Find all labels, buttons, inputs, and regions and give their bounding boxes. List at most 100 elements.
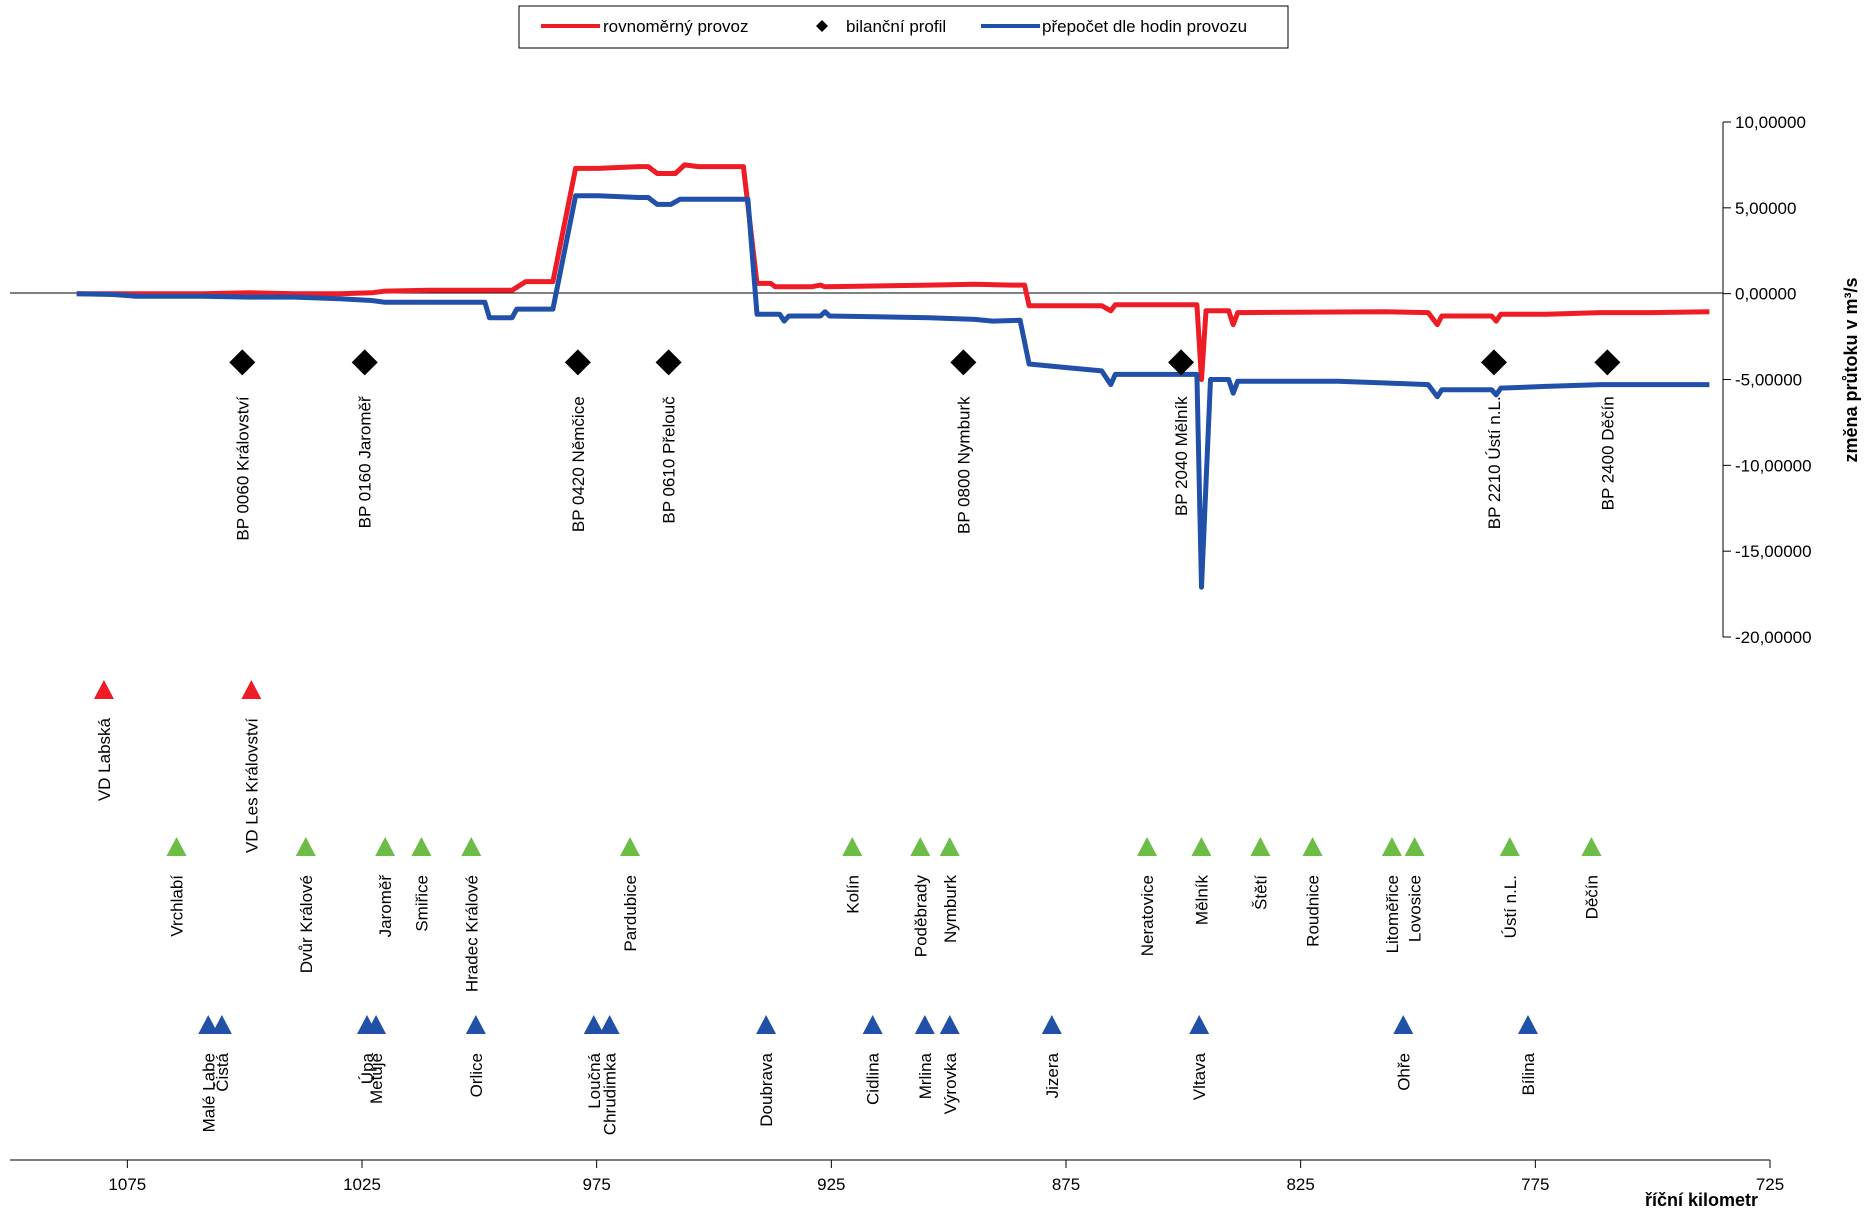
town-label: Smiřice [412, 875, 431, 932]
town-marker [620, 837, 641, 856]
tributary-marker [366, 1015, 387, 1034]
balance-profile-label: BP 0060 Království [233, 396, 252, 541]
tributary-marker [198, 1015, 219, 1034]
town-label: Nymburk [941, 875, 960, 944]
reservoir-label: VD Labská [95, 717, 114, 801]
tributary-marker [1393, 1015, 1414, 1034]
town-label: Litoměřice [1383, 875, 1402, 953]
balance-profile-marker [950, 349, 977, 376]
balance-profile-marker [1480, 349, 1507, 376]
tributary-marker [862, 1015, 883, 1034]
tributary-marker [211, 1015, 232, 1034]
tributary-marker [1517, 1015, 1538, 1034]
legend-label-uniform: rovnoměrný provoz [603, 17, 749, 36]
x-tick-label: 775 [1521, 1175, 1549, 1194]
y-tick-label: -10,00000 [1735, 456, 1812, 475]
town-marker [910, 837, 931, 856]
y-tick-label: 10,00000 [1735, 113, 1806, 132]
tributary-marker [756, 1015, 777, 1034]
y-tick-label: -20,00000 [1735, 628, 1812, 647]
y-tick-label: -15,00000 [1735, 542, 1812, 561]
tributary-label: Úpa [358, 1052, 377, 1084]
series-line-recalc [76, 193, 1710, 590]
tributary-label: Ohře [1394, 1053, 1413, 1091]
town-marker [461, 837, 482, 856]
town-label: Lovosice [1406, 875, 1425, 942]
town-label: Ústí n.L. [1501, 875, 1520, 938]
legend-label-recalc: přepočet dle hodin provozu [1042, 17, 1247, 36]
town-label: Mělník [1192, 875, 1211, 926]
town-label: Štětí [1251, 875, 1270, 910]
tributary-label: Metuje [367, 1053, 386, 1104]
balance-profile-marker [655, 349, 682, 376]
town-label: Hradec Králové [462, 875, 481, 992]
reservoir-label: VD Les Království [242, 718, 261, 853]
town-label: Děčín [1582, 875, 1601, 919]
reservoir-marker [93, 680, 114, 699]
tributary-marker [1189, 1015, 1210, 1034]
town-marker [1137, 837, 1158, 856]
balance-profile-marker [564, 349, 591, 376]
balance-profile-label: BP 0800 Nymburk [954, 396, 973, 534]
x-tick-label: 875 [1052, 1175, 1080, 1194]
town-marker [166, 837, 187, 856]
tributary-marker [465, 1015, 486, 1034]
legend-label-profile: bilanční profil [846, 17, 946, 36]
town-label: Kolín [843, 875, 862, 914]
series-line-uniform [76, 162, 1710, 382]
y-ticks: 10,00000 5,00000 0,00000 -5,00000 -10,00000 -… [1723, 113, 1812, 647]
x-tick-label: 825 [1286, 1175, 1314, 1194]
x-axis-title: říční kilometr [1645, 1190, 1758, 1210]
tributary-marker [914, 1015, 935, 1034]
tributary-marker [939, 1015, 960, 1034]
balance-profile-marker [229, 349, 256, 376]
tributary-label: Bílina [1519, 1052, 1538, 1095]
town-marker [295, 837, 316, 856]
x-tick-label: 725 [1756, 1175, 1784, 1194]
tributary-label: Doubrava [757, 1052, 776, 1126]
tributary-label: Loučná [585, 1052, 604, 1108]
town-label: Jaroměř [376, 875, 395, 938]
balance-profile-label: BP 2400 Děčín [1598, 396, 1617, 510]
town-marker [1499, 837, 1520, 856]
balance-profile-label: BP 0420 Němčice [569, 396, 588, 532]
tributary-marker [599, 1015, 620, 1034]
x-tick-label: 975 [582, 1175, 610, 1194]
tributary-label: Vltava [1190, 1052, 1209, 1100]
x-ticks: 1075 1025 975 925 875 825 775 725 [108, 1160, 1784, 1194]
tributary-marker [583, 1015, 604, 1034]
balance-profile-marker [351, 349, 378, 376]
tributary-label: Cidlina [864, 1052, 883, 1105]
y-tick-label: 0,00000 [1735, 285, 1796, 304]
x-tick-label: 925 [817, 1175, 845, 1194]
legend-diamond-icon [816, 20, 828, 32]
tributary-label: Mrlina [916, 1052, 935, 1099]
town-marker [1250, 837, 1271, 856]
x-tick-label: 1075 [108, 1175, 146, 1194]
town-marker [1302, 837, 1323, 856]
tributary-label: Čistá [213, 1052, 232, 1091]
town-marker [1404, 837, 1425, 856]
balance-profile-marker [1594, 349, 1621, 376]
tributary-label: Jizera [1043, 1052, 1062, 1098]
balance-profile-label: BP 0610 Přelouč [660, 396, 679, 524]
tributary-label: Malé Labe [199, 1053, 218, 1132]
town-marker [1381, 837, 1402, 856]
balance-profile-label: BP 2210 Ústí n.L. [1485, 396, 1504, 529]
town-label: Roudnice [1304, 875, 1323, 947]
town-marker [375, 837, 396, 856]
balance-profile-label: BP 2040 Mělník [1172, 396, 1191, 516]
tributary-label: Chrudimka [601, 1052, 620, 1135]
y-tick-label: -5,00000 [1735, 371, 1802, 390]
town-marker [1581, 837, 1602, 856]
town-marker [411, 837, 432, 856]
town-label: Pardubice [621, 875, 640, 952]
tributary-label: Orlice [467, 1053, 486, 1097]
x-tick-label: 1025 [343, 1175, 381, 1194]
y-tick-label: 5,00000 [1735, 199, 1796, 218]
balance-profile-label: BP 0160 Jaroměř [356, 396, 375, 528]
axes: 10,00000 5,00000 0,00000 -5,00000 -10,00000 -… [10, 113, 1861, 1210]
town-label: Neratovice [1138, 875, 1157, 956]
tributary-marker [1041, 1015, 1062, 1034]
